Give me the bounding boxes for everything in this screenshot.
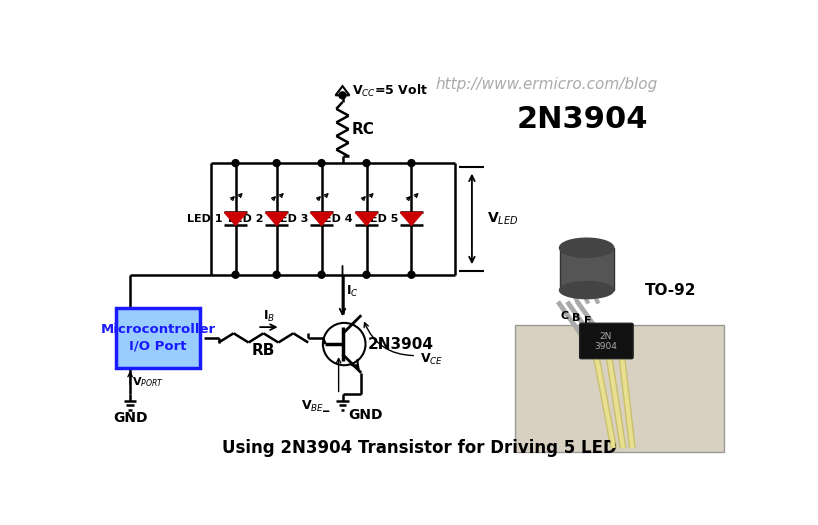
- Circle shape: [408, 160, 415, 166]
- Text: V$_{PORT}$: V$_{PORT}$: [132, 375, 164, 390]
- Text: LED 2: LED 2: [227, 214, 263, 224]
- Ellipse shape: [560, 282, 614, 299]
- Text: C: C: [561, 311, 569, 321]
- Polygon shape: [355, 213, 378, 225]
- Text: V$_{LED}$: V$_{LED}$: [488, 211, 519, 227]
- Text: 2N3904: 2N3904: [368, 337, 434, 352]
- Text: LED 3: LED 3: [272, 214, 308, 224]
- Text: TO-92: TO-92: [645, 282, 696, 298]
- Text: GND: GND: [348, 408, 383, 422]
- Ellipse shape: [560, 238, 614, 257]
- Text: 2N
3904: 2N 3904: [595, 332, 618, 351]
- Circle shape: [408, 271, 415, 278]
- Text: V$_{CC}$=5 Volt: V$_{CC}$=5 Volt: [352, 82, 428, 99]
- Circle shape: [232, 271, 239, 278]
- FancyBboxPatch shape: [515, 325, 724, 452]
- Text: LED 5: LED 5: [362, 214, 398, 224]
- Text: V$_{CE}$: V$_{CE}$: [420, 352, 443, 367]
- Circle shape: [363, 160, 370, 166]
- Text: Using 2N3904 Transistor for Driving 5 LED: Using 2N3904 Transistor for Driving 5 LE…: [222, 439, 617, 457]
- Text: 2N3904: 2N3904: [517, 106, 649, 134]
- Text: V$_{BE}$_: V$_{BE}$_: [301, 398, 330, 414]
- Circle shape: [273, 271, 280, 278]
- Text: I$_B$: I$_B$: [263, 309, 275, 324]
- Text: Microcontroller
I/O Port: Microcontroller I/O Port: [101, 323, 216, 353]
- Circle shape: [273, 160, 280, 166]
- Circle shape: [339, 92, 346, 99]
- FancyBboxPatch shape: [580, 323, 633, 359]
- Text: E: E: [583, 316, 591, 326]
- Circle shape: [318, 160, 325, 166]
- Text: GND: GND: [113, 412, 147, 425]
- Polygon shape: [265, 213, 288, 225]
- Polygon shape: [400, 213, 423, 225]
- Polygon shape: [224, 213, 247, 225]
- Polygon shape: [335, 86, 349, 96]
- Circle shape: [318, 271, 325, 278]
- Text: http://www.ermicro.com/blog: http://www.ermicro.com/blog: [435, 77, 658, 92]
- Text: I$_C$: I$_C$: [346, 284, 359, 299]
- Text: RC: RC: [352, 122, 375, 136]
- Text: RB: RB: [252, 342, 275, 358]
- Circle shape: [232, 160, 239, 166]
- Text: B: B: [572, 313, 580, 323]
- Polygon shape: [310, 213, 333, 225]
- Text: LED 4: LED 4: [317, 214, 353, 224]
- FancyBboxPatch shape: [560, 248, 614, 290]
- Text: LED 1: LED 1: [187, 214, 222, 224]
- FancyBboxPatch shape: [116, 308, 200, 368]
- Circle shape: [363, 271, 370, 278]
